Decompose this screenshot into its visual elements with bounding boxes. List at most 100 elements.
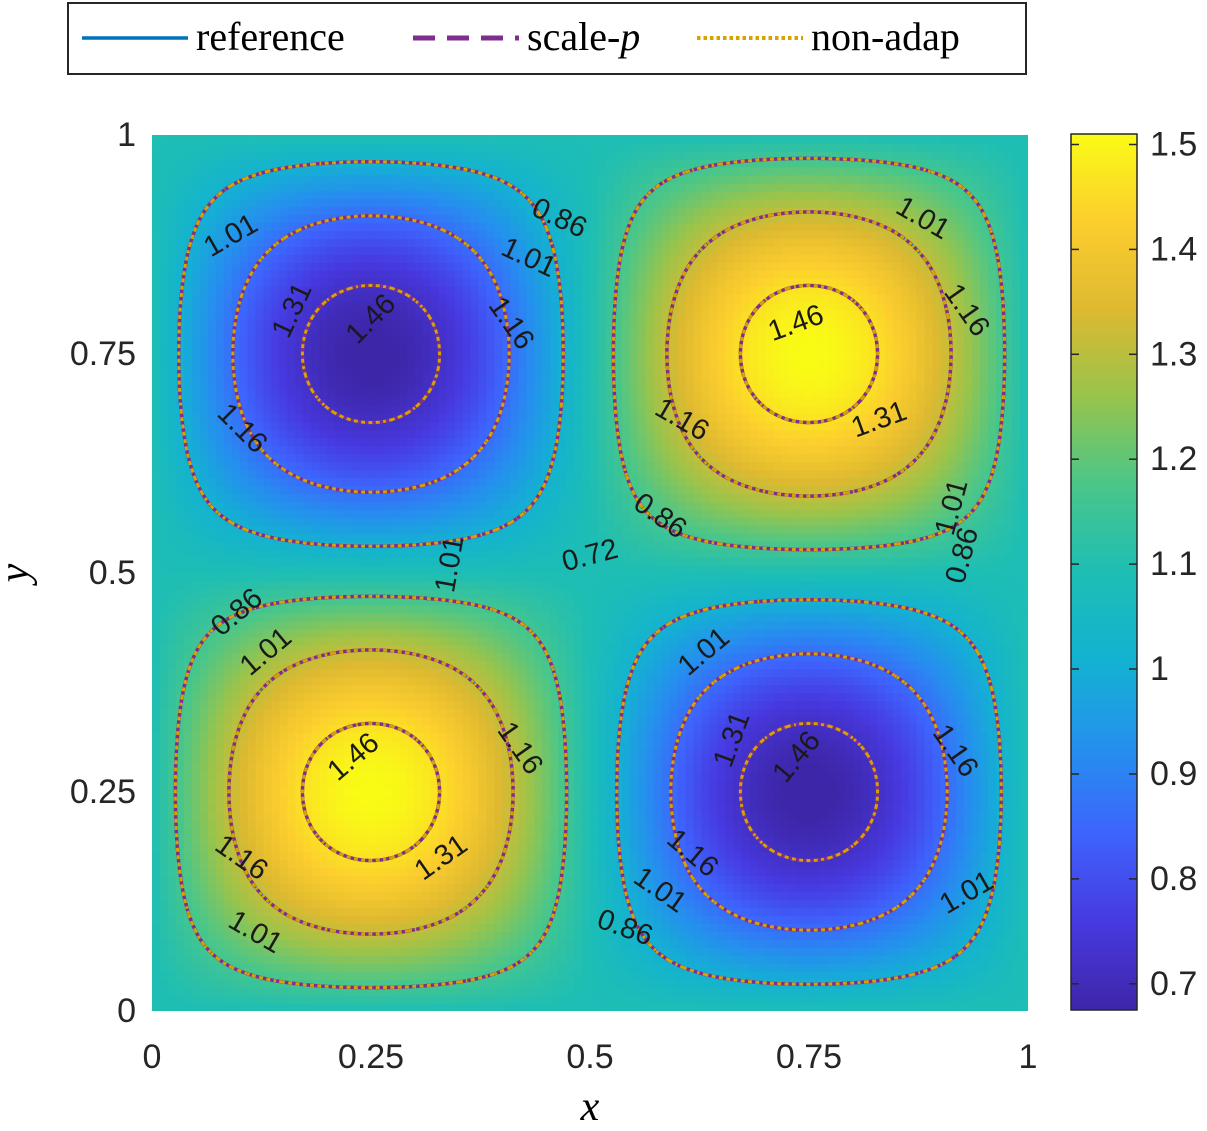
heat-cell <box>319 939 328 948</box>
heat-cell <box>184 398 193 407</box>
heat-cell <box>279 812 288 821</box>
heat-cell <box>343 963 352 972</box>
heat-cell <box>224 501 233 510</box>
heat-cell <box>263 836 272 845</box>
heat-cell <box>279 589 288 598</box>
heat-cell <box>152 748 161 757</box>
heat-cell <box>431 692 440 701</box>
heat-cell <box>479 724 488 733</box>
heat-cell <box>224 884 233 893</box>
heat-cell <box>192 836 201 845</box>
heat-cell <box>423 669 432 678</box>
heat-cell <box>152 597 161 606</box>
legend-label-reference: reference <box>196 14 345 59</box>
heat-cell <box>407 430 416 439</box>
heat-cell <box>208 350 217 359</box>
heat-cell <box>287 677 296 686</box>
heat-cell <box>295 892 304 901</box>
heat-cell <box>184 278 193 287</box>
heat-cell <box>327 334 336 343</box>
heat-cell <box>168 900 177 909</box>
heat-cell <box>415 780 424 789</box>
heat-cell <box>263 884 272 893</box>
heat-cell <box>351 812 360 821</box>
heat-cell <box>319 358 328 367</box>
heat-cell <box>447 366 456 375</box>
heat-cell <box>248 963 257 972</box>
heat-cell <box>502 223 511 232</box>
heat-cell <box>192 947 201 956</box>
heat-cell <box>351 175 360 184</box>
heat-cell <box>415 573 424 582</box>
heat-cell <box>295 501 304 510</box>
heat-cell <box>184 788 193 797</box>
heat-cell <box>271 613 280 622</box>
heat-cell <box>486 509 495 518</box>
heat-cell <box>407 692 416 701</box>
heat-cell <box>303 605 312 614</box>
heat-cell <box>463 995 472 1004</box>
heat-cell <box>263 231 272 240</box>
heat-cell <box>479 915 488 924</box>
heat-cell <box>152 469 161 478</box>
heat-cell <box>208 382 217 391</box>
heat-cell <box>232 796 241 805</box>
heat-cell <box>431 302 440 311</box>
heat-cell <box>486 549 495 558</box>
heat-cell <box>168 493 177 502</box>
heat-cell <box>343 621 352 630</box>
heat-cell <box>224 939 233 948</box>
heat-cell <box>343 199 352 208</box>
heat-cell <box>375 462 384 471</box>
heat-cell <box>407 501 416 510</box>
heat-cell <box>423 613 432 622</box>
heat-cell <box>407 788 416 797</box>
heat-cell <box>152 708 161 717</box>
heat-cell <box>184 199 193 208</box>
heat-cell <box>494 493 503 502</box>
heat-cell <box>295 868 304 877</box>
heat-cell <box>431 469 440 478</box>
heat-cell <box>152 947 161 956</box>
heat-cell <box>160 334 169 343</box>
heat-cell <box>391 963 400 972</box>
heat-cell <box>335 350 344 359</box>
heat-cell <box>343 971 352 980</box>
heat-cell <box>287 565 296 574</box>
heat-cell <box>279 422 288 431</box>
heat-cell <box>303 900 312 909</box>
heat-cell <box>224 358 233 367</box>
heat-cell <box>463 302 472 311</box>
heat-cell <box>224 716 233 725</box>
heat-cell <box>391 533 400 542</box>
heat-cell <box>232 493 241 502</box>
heat-cell <box>240 756 249 765</box>
heat-cell <box>295 621 304 630</box>
heat-cell <box>494 565 503 574</box>
heat-cell <box>423 772 432 781</box>
heat-cell <box>327 207 336 216</box>
heat-cell <box>455 645 464 654</box>
heat-cell <box>439 406 448 415</box>
heat-cell <box>168 613 177 622</box>
heat-cell <box>176 971 185 980</box>
heat-cell <box>303 525 312 534</box>
heat-cell <box>271 422 280 431</box>
heat-cell <box>494 143 503 152</box>
heat-cell <box>271 191 280 200</box>
heat-cell <box>160 836 169 845</box>
heat-cell <box>311 278 320 287</box>
heat-cell <box>200 143 209 152</box>
heat-cell <box>216 987 225 996</box>
heat-cell <box>287 876 296 885</box>
heat-cell <box>494 517 503 526</box>
heat-cell <box>335 191 344 200</box>
heat-cell <box>343 422 352 431</box>
heat-cell <box>383 191 392 200</box>
heat-cell <box>287 613 296 622</box>
heat-cell <box>319 892 328 901</box>
heat-cell <box>455 223 464 232</box>
heat-cell <box>486 493 495 502</box>
heat-cell <box>439 613 448 622</box>
heat-cell <box>271 286 280 295</box>
